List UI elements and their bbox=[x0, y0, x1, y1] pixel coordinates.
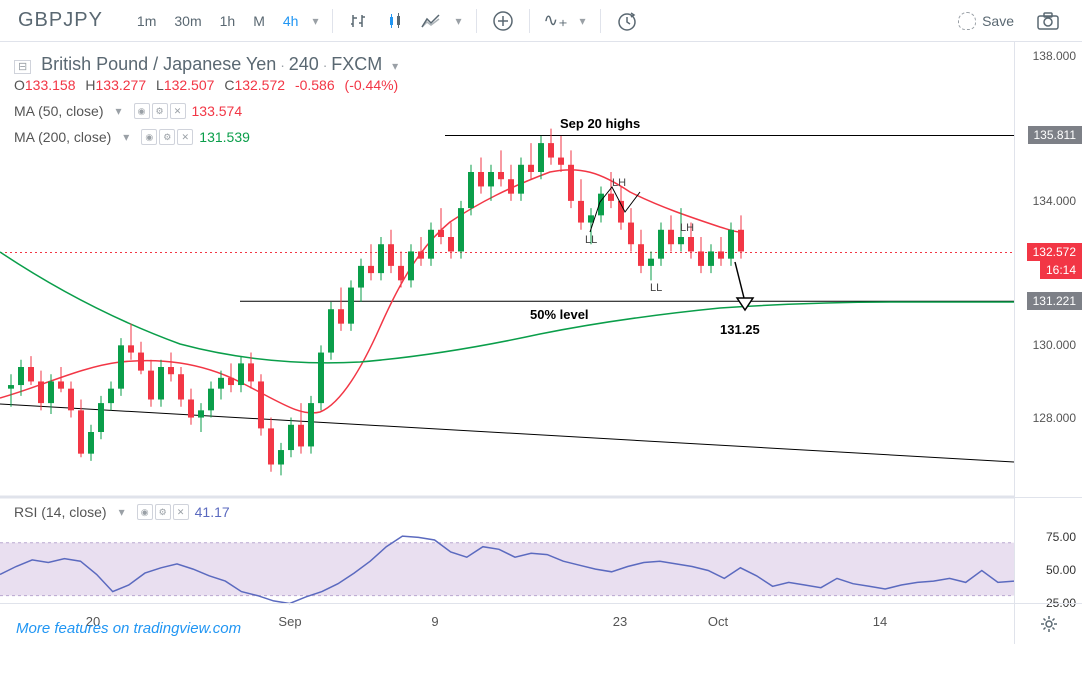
rsi-tick: 75.00 bbox=[1046, 530, 1076, 544]
ohlc-close: 132.572 bbox=[234, 77, 285, 93]
rsi-tick: 50.00 bbox=[1046, 563, 1076, 577]
ma50-label: MA (50, close) bbox=[14, 100, 103, 122]
timeframe-M[interactable]: M bbox=[245, 9, 273, 33]
gear-icon[interactable]: ⚙ bbox=[152, 103, 168, 119]
anno-ll1: LL bbox=[585, 234, 597, 246]
price-tick: 134.000 bbox=[1033, 194, 1076, 208]
eye-icon[interactable]: ◉ bbox=[134, 103, 150, 119]
compare-icon[interactable] bbox=[489, 7, 517, 35]
timeframe-30m[interactable]: 30m bbox=[166, 9, 209, 33]
price-axis[interactable]: 138.000 134.000 130.000 128.000 135.811 132.5… bbox=[1014, 42, 1082, 497]
symbol-label[interactable]: GBPJPY bbox=[8, 9, 113, 32]
save-button[interactable]: Save bbox=[950, 8, 1022, 34]
close-icon[interactable]: ✕ bbox=[173, 504, 189, 520]
timeframe-group: 1m30m1hM4h bbox=[129, 9, 307, 33]
top-toolbar: GBPJPY 1m30m1hM4h ▾ ▾ ∿₊ ▾ Save bbox=[0, 0, 1082, 42]
chevron-down-icon[interactable]: ▾ bbox=[449, 14, 467, 28]
ohlc-high: 133.277 bbox=[96, 77, 147, 93]
ma50-row: MA (50, close) ▾ ◉⚙✕ 133.574 bbox=[14, 100, 242, 122]
replay-icon[interactable] bbox=[613, 7, 641, 35]
timeframe-1h[interactable]: 1h bbox=[212, 9, 244, 33]
anno-ll2: LL bbox=[650, 282, 662, 294]
save-label: Save bbox=[982, 13, 1014, 29]
chevron-down-icon[interactable]: ▾ bbox=[306, 14, 324, 28]
bars-style-icon[interactable] bbox=[345, 7, 373, 35]
price-tick: 128.000 bbox=[1033, 411, 1076, 425]
anno-lh2: LH bbox=[680, 222, 694, 234]
ma200-row: MA (200, close) ▾ ◉⚙✕ 131.539 bbox=[14, 126, 250, 148]
ma50-value: 133.574 bbox=[192, 100, 243, 122]
time-tick: 14 bbox=[873, 614, 887, 629]
rsi-row: RSI (14, close) ▾ ◉⚙✕ 41.17 bbox=[14, 504, 230, 520]
price-tick: 138.000 bbox=[1033, 49, 1076, 63]
timeframe-1m[interactable]: 1m bbox=[129, 9, 164, 33]
cloud-icon bbox=[958, 12, 976, 30]
collapse-icon[interactable]: ⊟ bbox=[14, 60, 31, 74]
close-icon[interactable]: ✕ bbox=[177, 129, 193, 145]
price-marker: 135.811 bbox=[1028, 126, 1082, 144]
tradingview-watermark: More features on tradingview.com bbox=[16, 620, 241, 637]
rsi-value: 41.17 bbox=[195, 504, 230, 520]
anno-lh1: LH bbox=[612, 177, 626, 189]
time-tick: Sep bbox=[278, 614, 301, 629]
ohlc-change-pct: (-0.44%) bbox=[345, 77, 399, 93]
time-tick: Oct bbox=[708, 614, 728, 629]
chart-settings-button[interactable] bbox=[1014, 603, 1082, 644]
alert-icon[interactable]: ∿₊ bbox=[542, 7, 570, 35]
chart-area[interactable]: ⊟ British Pound / Japanese Yen · 240 · F… bbox=[0, 42, 1082, 644]
timeframe-4h[interactable]: 4h bbox=[275, 9, 307, 33]
chevron-down-icon[interactable]: ▾ bbox=[574, 14, 592, 28]
pair-name: British Pound / Japanese Yen bbox=[41, 54, 276, 74]
price-tick: 130.000 bbox=[1033, 338, 1076, 352]
gear-icon[interactable]: ⚙ bbox=[155, 504, 171, 520]
eye-icon[interactable]: ◉ bbox=[137, 504, 153, 520]
gear-icon[interactable]: ⚙ bbox=[159, 129, 175, 145]
eye-icon[interactable]: ◉ bbox=[141, 129, 157, 145]
pair-period: 240 bbox=[289, 54, 319, 74]
anno-50pct-level: 50% level bbox=[530, 307, 589, 322]
snapshot-icon[interactable] bbox=[1034, 7, 1062, 35]
time-tick: 9 bbox=[431, 614, 438, 629]
candle-style-icon[interactable] bbox=[381, 7, 409, 35]
countdown: 16:14 bbox=[1040, 261, 1082, 279]
rsi-label: RSI (14, close) bbox=[14, 504, 107, 520]
ohlc-low: 132.507 bbox=[164, 77, 215, 93]
close-icon[interactable]: ✕ bbox=[170, 103, 186, 119]
anno-target: 131.25 bbox=[720, 322, 760, 337]
chevron-down-icon[interactable]: ▾ bbox=[109, 102, 127, 121]
chevron-down-icon[interactable]: ▾ bbox=[113, 505, 131, 519]
price-marker: 131.221 bbox=[1027, 292, 1082, 310]
price-marker: 132.572 bbox=[1027, 243, 1082, 261]
anno-sep20-highs: Sep 20 highs bbox=[560, 116, 640, 131]
time-tick: 23 bbox=[613, 614, 627, 629]
chevron-down-icon[interactable]: ▾ bbox=[117, 128, 135, 147]
ma200-value: 131.539 bbox=[199, 126, 250, 148]
ohlc-change: -0.586 bbox=[295, 77, 335, 93]
pair-exchange: FXCM bbox=[331, 54, 382, 74]
ohlc-open: 133.158 bbox=[25, 77, 76, 93]
indicators-icon[interactable] bbox=[417, 7, 445, 35]
ma200-label: MA (200, close) bbox=[14, 126, 111, 148]
ohlc-row: O133.158 H133.277 L132.507 C132.572 -0.5… bbox=[14, 74, 404, 96]
chevron-down-icon[interactable]: ▾ bbox=[386, 59, 404, 73]
